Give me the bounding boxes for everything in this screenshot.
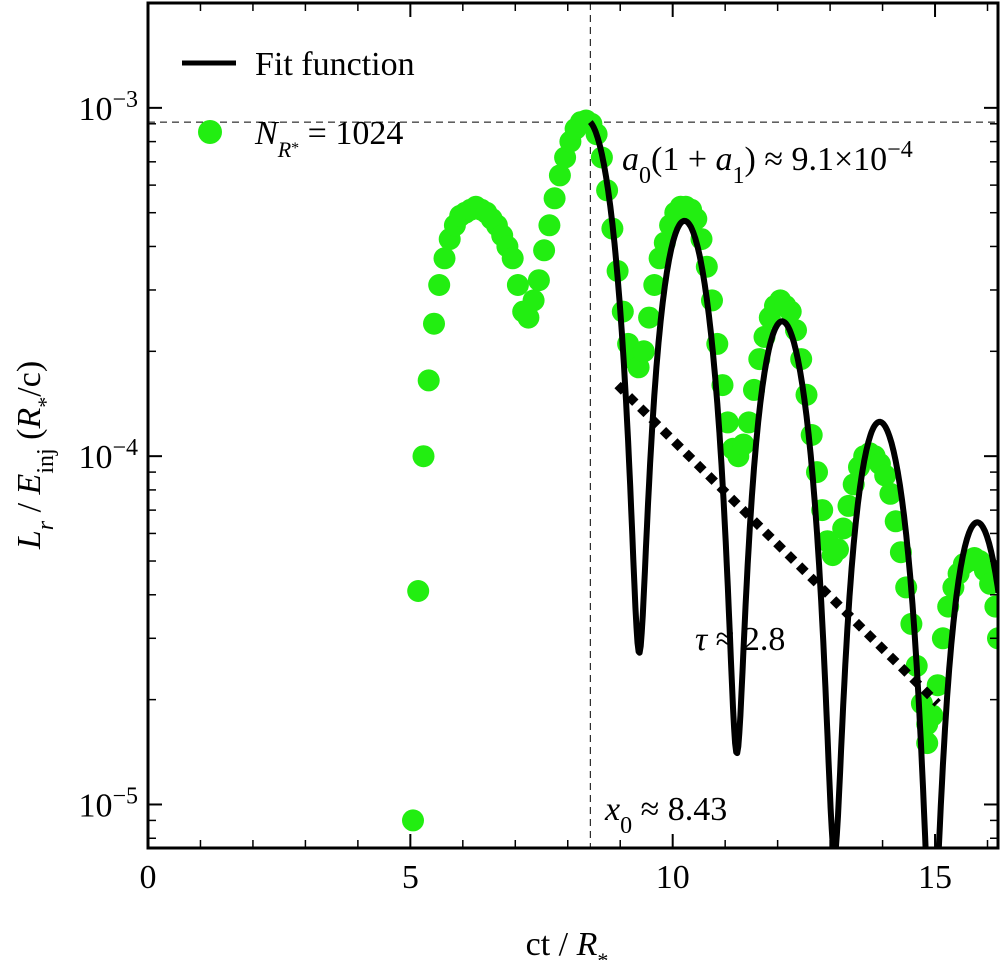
- x0-annotation-sub: 0: [620, 813, 632, 839]
- y-axis-label-l: L: [11, 530, 48, 550]
- data-point-25: [533, 239, 556, 262]
- data-point-63: [732, 433, 755, 456]
- y-tick-label-1: 10−4: [78, 435, 138, 476]
- legend-data-rest: = 1024: [299, 115, 403, 152]
- y-tick-label-2: 10−5: [78, 783, 138, 824]
- tau-annotation: τ ≈ 2.8: [695, 621, 785, 658]
- data-point-2: [412, 445, 435, 468]
- y-axis-label-inj: inj: [33, 448, 59, 473]
- y-axis-label-star: *: [33, 397, 58, 408]
- peak-annotation-sub0: 0: [639, 163, 651, 189]
- y-axis-label-slash: /: [11, 494, 48, 520]
- data-point-1: [407, 580, 430, 602]
- data-point-101: [926, 674, 949, 697]
- data-point-4: [423, 312, 445, 335]
- data-point-45: [638, 306, 661, 329]
- plot-frame: [146, 1, 1000, 850]
- data-point-0: [402, 809, 424, 832]
- data-point-24: [527, 269, 550, 292]
- peak-annotation-a0: a: [622, 141, 639, 178]
- x-axis-label: ct / R*: [526, 926, 609, 960]
- data-point-28: [548, 164, 571, 187]
- data-point-112: [984, 595, 998, 618]
- peak-annotation: a0(1 + a1) ≈ 9.1×10−4: [622, 137, 913, 189]
- x-axis-label-ct: ct /: [526, 926, 577, 960]
- peak-annotation-right: ) ≈ 9.1×10: [745, 141, 888, 178]
- data-point-60: [716, 411, 739, 434]
- data-point-91: [879, 482, 902, 505]
- y-axis-label-c: /c): [11, 361, 48, 397]
- y-axis-label-rstar: R: [11, 407, 48, 429]
- y-axis-label-e: E: [11, 473, 48, 495]
- x0-annotation: x0 ≈ 8.43: [604, 791, 727, 839]
- data-point-99: [921, 704, 944, 727]
- tau-decay-line: [614, 381, 941, 707]
- data-point-81: [827, 538, 849, 561]
- data-point-6: [433, 247, 456, 270]
- y-axis-label-r: r: [33, 520, 59, 530]
- plot-area: [148, 3, 998, 848]
- peak-annotation-mid: (1 +: [651, 141, 716, 178]
- data-point-44: [632, 340, 655, 363]
- x0-annotation-value: ≈ 8.43: [632, 791, 727, 828]
- legend-fit-label: Fit function: [255, 46, 415, 83]
- data-point-22: [517, 306, 540, 329]
- data-point-27: [543, 187, 566, 210]
- y-axis-label-paren: (: [11, 428, 48, 448]
- data-point-26: [538, 214, 561, 237]
- data-point-72: [779, 300, 802, 323]
- x-tick-label-3: 15: [918, 859, 952, 896]
- data-point-64: [737, 411, 760, 434]
- legend-data-swatch: [198, 120, 222, 144]
- data-point-20: [506, 274, 529, 296]
- legend-data-label: NR* = 1024: [254, 115, 403, 162]
- peak-annotation-sub1: 1: [733, 163, 745, 189]
- data-point-3: [417, 369, 440, 392]
- x-tick-label-1: 5: [402, 859, 419, 896]
- legend: Fit function NR* = 1024: [182, 46, 415, 162]
- data-point-46: [643, 274, 666, 296]
- y-axis-label: Lr / Einj (R*/c): [11, 361, 59, 550]
- x0-annotation-symbol: x: [604, 791, 620, 828]
- peak-annotation-a1: a: [716, 141, 733, 178]
- data-point-23: [522, 289, 545, 312]
- fit-function-line: [588, 120, 998, 848]
- data-point-83: [837, 494, 860, 517]
- data-point-82: [832, 517, 855, 540]
- annotations: a0(1 + a1) ≈ 9.1×10−4 τ ≈ 2.8 x0 ≈ 8.43: [604, 137, 913, 839]
- peak-annotation-exp: −4: [887, 137, 913, 163]
- x-axis-label-star: *: [597, 948, 608, 960]
- data-point-19: [501, 247, 524, 270]
- tau-annotation-symbol: τ: [695, 621, 709, 658]
- legend-data-sub: R: [277, 137, 292, 162]
- data-point-5: [428, 274, 451, 296]
- y-tick-label-0: 10−3: [78, 87, 138, 128]
- legend-data-subsub: *: [291, 140, 299, 157]
- x-axis-label-r: R: [576, 926, 598, 960]
- x-tick-label-2: 10: [656, 859, 690, 896]
- x-tick-label-0: 0: [140, 859, 157, 896]
- tau-annotation-value: ≈ 2.8: [707, 621, 785, 658]
- legend-data-n: N: [254, 115, 280, 152]
- data-point-90: [874, 464, 897, 487]
